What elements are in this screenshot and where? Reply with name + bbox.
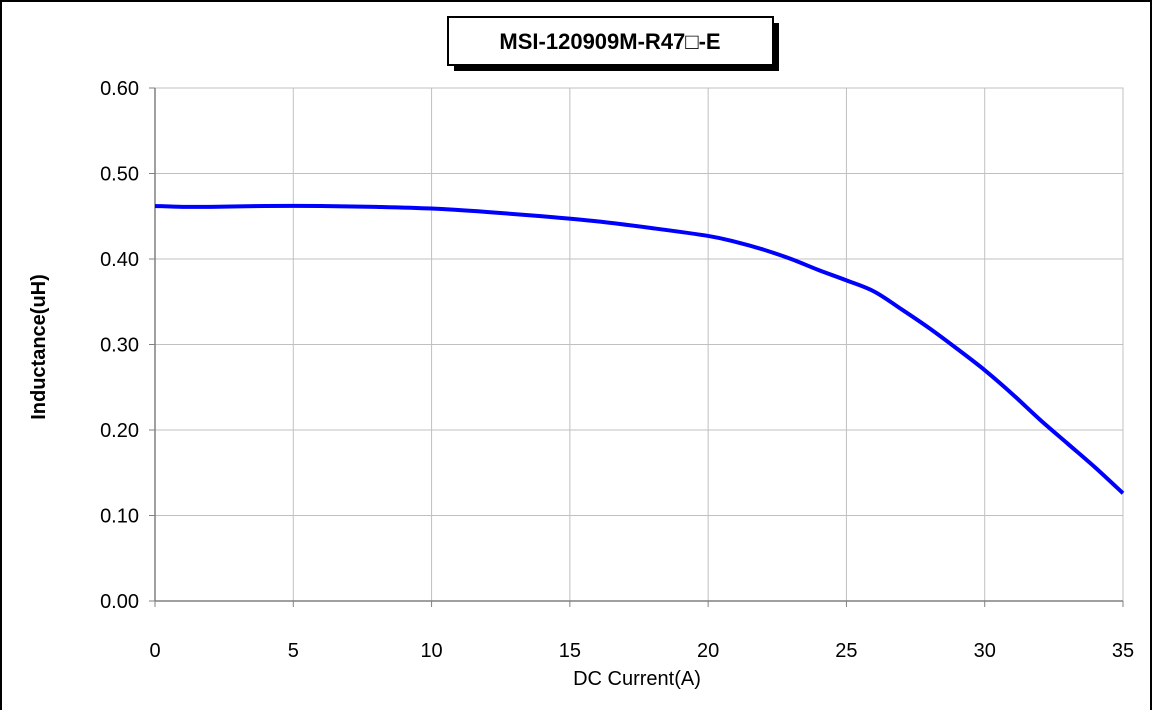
y-tick-label: 0.40 (100, 249, 139, 271)
y-tick-label: 0.30 (100, 335, 139, 357)
x-tick-label: 5 (288, 640, 299, 662)
x-tick-label: 20 (697, 640, 719, 662)
x-tick-label: 35 (1112, 640, 1134, 662)
y-tick-labels: 0.00 0.10 0.20 0.30 0.40 0.50 0.60 (100, 78, 139, 613)
y-tick-label: 0.20 (100, 420, 139, 442)
y-tick-label: 0.00 (100, 591, 139, 613)
y-axis-label: Inductance(uH) (28, 274, 50, 420)
y-gridlines (155, 87, 1123, 516)
chart-title: MSI-120909M-R47□-E (499, 29, 720, 54)
x-tick-label: 0 (149, 640, 160, 662)
x-tick-label: 15 (559, 640, 581, 662)
title-border (447, 16, 774, 66)
y-tick-label: 0.50 (100, 164, 139, 186)
plot-area (149, 87, 1125, 607)
y-tick-label: 0.10 (100, 506, 139, 528)
x-tick-labels: 0 5 10 15 20 25 30 35 (149, 640, 1134, 662)
x-tick-label: 30 (974, 640, 996, 662)
x-tick-label: 25 (835, 640, 857, 662)
chart-title-box: MSI-120909M-R47□-E (447, 16, 779, 71)
axes (149, 87, 1124, 607)
x-tick-label: 10 (420, 640, 442, 662)
series-group (154, 203, 1125, 495)
y-tick-label: 0.60 (100, 78, 139, 100)
inductance-series-line (154, 203, 1125, 495)
x-axis-label: DC Current(A) (573, 668, 701, 690)
